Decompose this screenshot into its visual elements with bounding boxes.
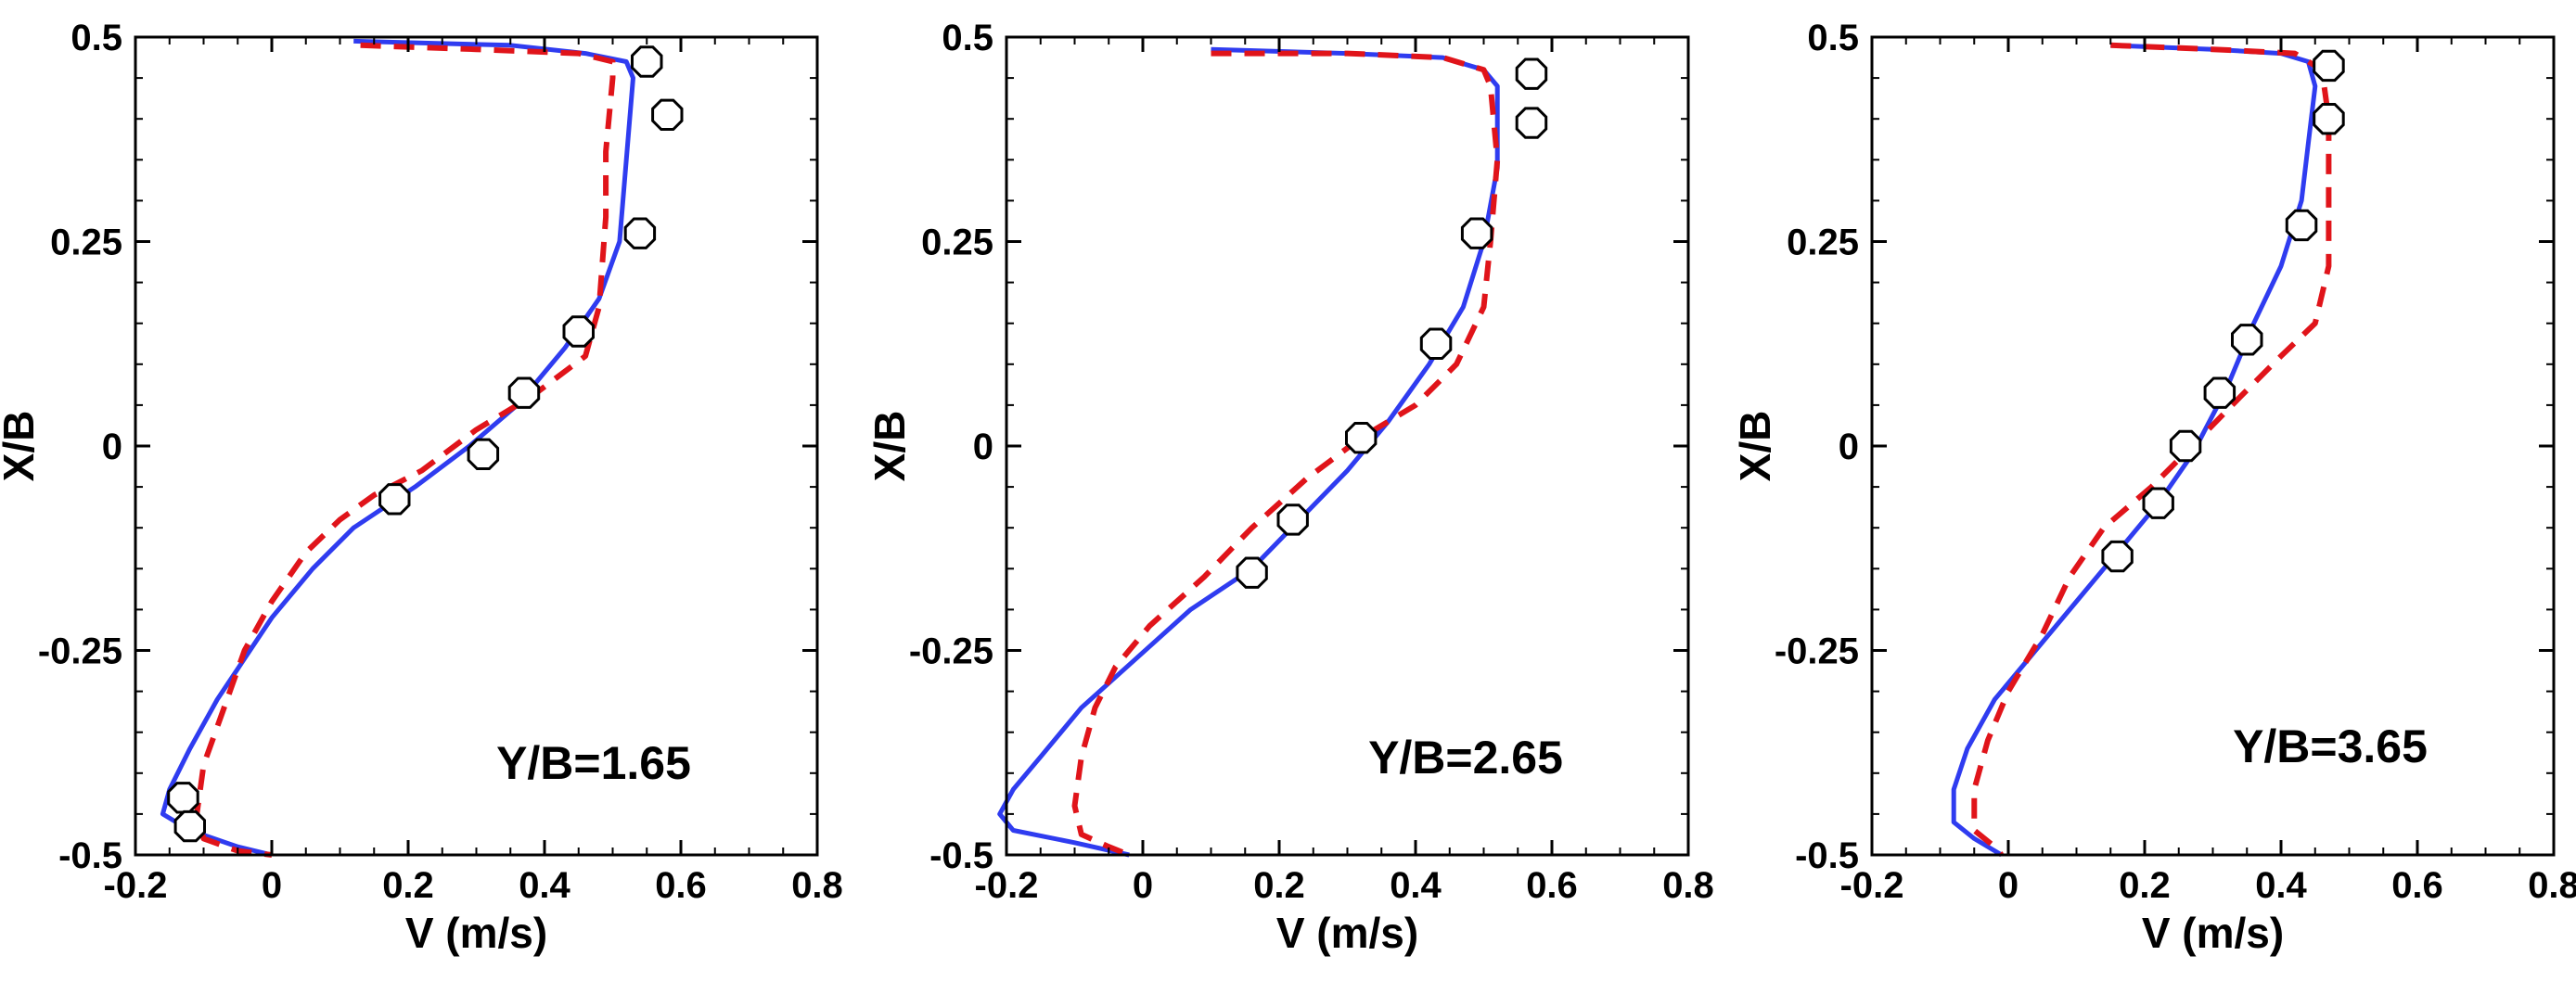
data-marker (507, 376, 541, 409)
y-tick-label: 0 (973, 427, 993, 467)
dashed-series-line (1071, 50, 1501, 858)
data-marker (467, 438, 500, 470)
data-marker (2101, 540, 2134, 573)
data-marker (631, 45, 663, 78)
x-axis-label: V (m/s) (2142, 909, 2284, 957)
x-tick-label: 0.4 (2255, 865, 2307, 906)
x-tick-label: 0.4 (519, 865, 570, 906)
data-marker (2313, 103, 2345, 135)
data-marker (378, 483, 411, 516)
x-tick-label: 0.6 (655, 865, 707, 906)
plot-frame (1005, 35, 1690, 857)
panel-annotation: Y/B=3.65 (2233, 720, 2428, 772)
data-marker (1515, 107, 1548, 139)
data-marker (2285, 209, 2318, 242)
data-marker (623, 217, 657, 249)
y-tick-label: 0.5 (1807, 18, 1859, 58)
y-tick-label: -0.25 (909, 631, 993, 672)
x-tick-label: -0.2 (975, 865, 1039, 906)
y-tick-label: 0 (1839, 427, 1859, 467)
y-tick-label: 0.5 (942, 18, 993, 58)
x-tick-label: 0.6 (2391, 865, 2443, 906)
data-marker (2313, 49, 2345, 83)
data-marker (173, 809, 206, 843)
y-tick-label: -0.5 (58, 835, 122, 876)
y-tick-label: -0.25 (38, 631, 122, 672)
y-tick-label: 0.25 (1787, 223, 1859, 263)
data-marker (2231, 324, 2263, 356)
data-marker (651, 98, 684, 131)
y-tick-label: 0 (102, 427, 122, 467)
data-marker (1419, 327, 1453, 360)
x-tick-label: 0.8 (1662, 865, 1714, 906)
panel-y-b-1-65: -0.2 0 0.2 0.4 0.6 0.8 -0.5 -0.25 0 0.25 0.5 V (m/… (0, 18, 843, 957)
x-tick-label: -0.2 (1840, 865, 1904, 906)
data-marker (2142, 487, 2174, 519)
data-marker (2203, 376, 2236, 409)
data-marker (1460, 217, 1493, 249)
y-axis-label: X/B (1731, 411, 1779, 482)
y-tick-label: -0.25 (1775, 631, 1859, 672)
data-marker (1345, 422, 1378, 454)
panel-annotation: Y/B=1.65 (496, 737, 691, 789)
panel-y-b-3-65: -0.2 0 0.2 0.4 0.6 0.8 -0.5 -0.25 0 0.25 0.5 V (m/… (1731, 18, 2576, 957)
y-axis-label: X/B (0, 411, 43, 482)
plot-frame (134, 35, 819, 857)
x-tick-label: 0.4 (1390, 865, 1442, 906)
x-tick-label: 0.2 (1253, 865, 1305, 906)
data-marker (1236, 556, 1268, 589)
data-marker (562, 315, 595, 348)
y-axis-label: X/B (865, 411, 914, 482)
dashed-series-line (194, 42, 616, 858)
y-tick-label: 0.25 (50, 223, 122, 263)
y-tick-label: -0.5 (1795, 835, 1859, 876)
x-tick-label: -0.2 (104, 865, 168, 906)
data-marker (1276, 503, 1309, 536)
x-tick-label: 0.8 (791, 865, 843, 906)
x-tick-label: 0 (1133, 865, 1153, 906)
y-tick-label: 0.5 (70, 18, 122, 58)
y-tick-label: -0.5 (929, 835, 993, 876)
data-marker (1515, 57, 1548, 90)
x-tick-label: 0.6 (1526, 865, 1578, 906)
y-tick-label: 0.25 (921, 223, 993, 263)
x-tick-label: 0.2 (2119, 865, 2171, 906)
data-marker (167, 782, 199, 814)
x-axis-label: V (m/s) (1276, 909, 1418, 957)
panel-y-b-2-65: -0.2 0 0.2 0.4 0.6 0.8 -0.5 -0.25 0 0.25 0.5 V (m/… (865, 18, 1714, 957)
x-tick-label: 0.8 (2528, 865, 2576, 906)
x-tick-label: 0 (1998, 865, 2019, 906)
data-marker (2169, 429, 2202, 463)
x-tick-label: 0 (262, 865, 282, 906)
x-tick-label: 0.2 (382, 865, 434, 906)
solid-series-line (160, 38, 635, 858)
panel-annotation: Y/B=2.65 (1368, 732, 1563, 784)
plot-frame (1870, 35, 2556, 857)
x-axis-label: V (m/s) (405, 909, 547, 957)
